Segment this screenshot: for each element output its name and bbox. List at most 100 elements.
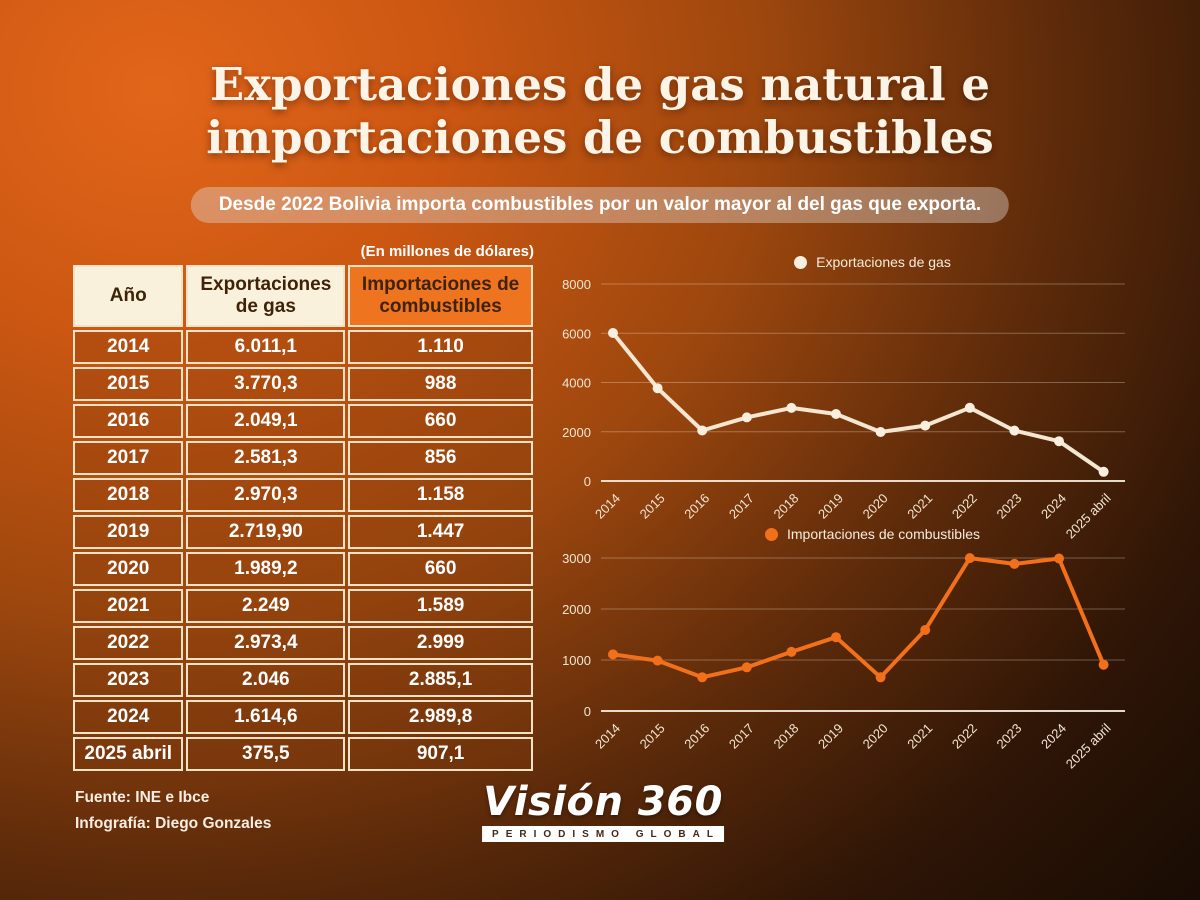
imports-cell: 1.447 [348,514,533,549]
x-axis-label: 2024 [1038,721,1069,752]
data-point [1098,466,1109,477]
exports-cell: 2.249 [186,588,346,623]
year-cell: 2021 [73,588,184,623]
data-point [1009,425,1020,436]
y-tick-label: 6000 [562,326,591,341]
x-axis-label: 2017 [726,491,757,522]
table-header-row: Año Exportaciones de gas Importaciones d… [73,265,533,327]
table-row: 2025 abril 375,5 907,1 [73,736,533,771]
exports-legend-dot-icon [794,255,808,269]
data-point [786,646,797,657]
x-axis-label: 2016 [681,721,712,752]
year-cell: 2025 abril [73,736,184,771]
exports-cell: 2.049,1 [186,403,346,438]
data-point [608,328,618,338]
data-point [964,553,975,564]
y-tick-label: 8000 [562,277,591,292]
source-block: Fuente: INE e Ibce Infografía: Diego Gon… [75,785,271,836]
data-point [652,655,663,666]
x-axis-label: 2023 [993,721,1024,752]
y-tick-label: 1000 [562,653,591,668]
logo-tagline: PERIODISMO GLOBAL [482,826,724,842]
x-axis-label: 2023 [993,491,1024,522]
data-point [697,672,708,683]
y-tick-label: 0 [584,704,591,719]
imports-cell: 2.999 [348,625,533,660]
x-axis-label: 2014 [592,491,623,522]
exports-cell: 2.046 [186,662,346,697]
table-row: 2024 1.614,6 2.989,8 [73,699,533,734]
col-header-imports: Importaciones de combustibles [348,265,533,327]
x-axis-label: 2025 abril [1063,720,1114,771]
data-point [741,412,752,423]
exports-cell: 3.770,3 [186,366,346,401]
year-cell: 2014 [73,329,184,364]
page-title: Exportaciones de gas natural e importaci… [206,58,994,165]
data-table-section: (En millones de dólares) Año Exportacion… [70,243,536,774]
x-axis-label: 2022 [949,491,980,522]
x-axis-label: 2014 [592,721,623,752]
charts-section: Exportaciones de gas 0 2000 4000 6000 8000 20… [545,252,1200,812]
imports-cell: 2.885,1 [348,662,533,697]
data-point [831,409,841,419]
x-axis-label: 2021 [904,491,935,522]
year-cell: 2015 [73,366,184,401]
imports-cell: 1.110 [348,329,533,364]
data-point [875,672,886,683]
exports-cell: 375,5 [186,736,346,771]
x-axis-label: 2024 [1038,491,1069,522]
data-point [1054,553,1064,564]
imports-legend-label: Importaciones de combustibles [787,526,980,542]
credit-line: Infografía: Diego Gonzales [75,814,272,832]
source-line: Fuente: INE e Ibce [75,789,210,806]
exports-cell: 2.973,4 [186,625,346,660]
year-cell: 2020 [73,551,184,586]
data-point [786,402,797,413]
imports-cell: 1.158 [348,477,533,512]
y-tick-label: 2000 [562,602,591,617]
x-axis-label: 2022 [949,721,980,752]
year-cell: 2022 [73,625,184,660]
exports-cell: 2.581,3 [186,440,346,475]
year-cell: 2017 [73,440,184,475]
x-axis-label: 2019 [815,721,846,752]
imports-cell: 1.589 [348,588,533,623]
year-cell: 2024 [73,699,184,734]
imports-cell: 907,1 [348,736,533,771]
y-tick-label: 3000 [562,551,591,566]
table-row: 2015 3.770,3 988 [73,366,533,401]
exports-cell: 6.011,1 [186,329,346,364]
table-row: 2019 2.719,90 1.447 [73,514,533,549]
series-line [611,556,1106,680]
table-row: 2022 2.973,4 2.999 [73,625,533,660]
imports-cell: 988 [348,366,533,401]
exports-chart-block: Exportaciones de gas 0 2000 4000 6000 8000 20… [545,252,1200,552]
data-point [1009,558,1020,569]
x-axis-label: 2015 [637,491,668,522]
exports-cell: 1.989,2 [186,551,346,586]
logo-name: Visión 360 [483,779,723,825]
imports-line-chart: 0 1000 2000 3000 2014 2015 2016 2017 2018 2019 202… [562,551,1125,772]
col-header-year: Año [73,265,184,327]
imports-cell: 2.989,8 [348,699,533,734]
data-point [741,662,752,673]
data-table: Año Exportaciones de gas Importaciones d… [70,262,536,774]
y-tick-label: 2000 [562,425,591,440]
subtitle-pill: Desde 2022 Bolivia importa combustibles … [190,187,1010,223]
col-header-exports: Exportaciones de gas [186,265,346,327]
data-point [920,625,931,635]
year-cell: 2023 [73,662,184,697]
x-axis-label: 2018 [770,721,801,752]
imports-cell: 660 [348,403,533,438]
x-axis-label: 2015 [637,721,668,752]
exports-cell: 1.614,6 [186,699,346,734]
exports-legend-label: Exportaciones de gas [816,254,951,270]
table-row: 2021 2.249 1.589 [73,588,533,623]
exports-cell: 2.970,3 [186,477,346,512]
data-point [875,427,886,437]
year-cell: 2016 [73,403,184,438]
imports-cell: 660 [348,551,533,586]
table-row: 2018 2.970,3 1.158 [73,477,533,512]
imports-legend: Importaciones de combustibles [545,524,1200,544]
